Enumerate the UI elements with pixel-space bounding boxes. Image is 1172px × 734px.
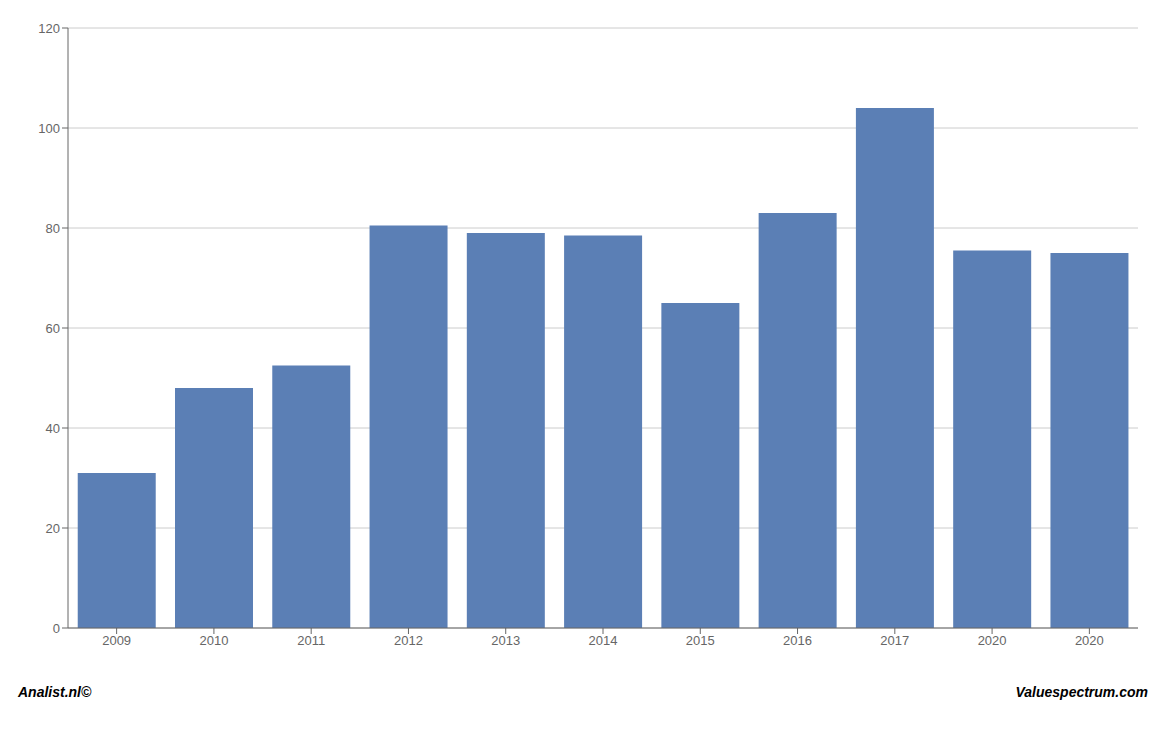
svg-text:2020: 2020: [1075, 633, 1104, 648]
html-text:Analist.nl©: Analist.nl©: [18, 684, 92, 700]
svg-text:0: 0: [53, 621, 60, 636]
svg-text:20: 20: [46, 521, 60, 536]
svg-text:2009: 2009: [102, 633, 131, 648]
svg-text:2010: 2010: [199, 633, 228, 648]
html-text:Valuespectrum.com: Valuespectrum.com: [1015, 684, 1148, 700]
svg-text:80: 80: [46, 221, 60, 236]
svg-text:2016: 2016: [783, 633, 812, 648]
svg-text:40: 40: [46, 421, 60, 436]
svg-text:2012: 2012: [394, 633, 423, 648]
svg-text:60: 60: [46, 321, 60, 336]
svg-text:120: 120: [38, 21, 60, 36]
svg-text:100: 100: [38, 121, 60, 136]
svg-text:2013: 2013: [491, 633, 520, 648]
svg-text:2017: 2017: [880, 633, 909, 648]
svg-text:2011: 2011: [297, 633, 325, 648]
svg-text:2020: 2020: [978, 633, 1007, 648]
svg-text:2014: 2014: [589, 633, 618, 648]
svg-text:2015: 2015: [686, 633, 715, 648]
